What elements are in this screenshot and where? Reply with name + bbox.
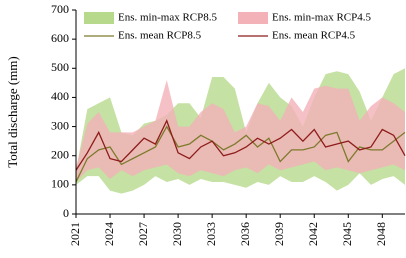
x-tick-label: 2042: [306, 222, 320, 246]
legend-label: Ens. min-max RCP4.5: [272, 12, 372, 24]
x-tick-label: 2048: [374, 222, 388, 246]
x-tick-label: 2039: [272, 222, 286, 246]
x-tick-label: 2021: [68, 222, 82, 246]
y-tick-label: 0: [63, 206, 69, 220]
y-tick-label: 100: [51, 177, 69, 191]
y-tick-label: 500: [51, 60, 69, 74]
legend-swatch: [84, 12, 114, 24]
x-tick-label: 2024: [102, 222, 116, 246]
x-tick-label: 2027: [136, 222, 150, 246]
mean-line: [75, 125, 406, 183]
y-tick-label: 300: [51, 118, 69, 132]
legend-label: Ens. mean RCP4.5: [272, 30, 356, 42]
y-tick-label: 200: [51, 147, 69, 161]
range-band: [76, 79, 405, 182]
legend-label: Ens. mean RCP8.5: [118, 30, 202, 42]
y-tick-label: 700: [51, 2, 69, 16]
x-tick-label: 2045: [340, 222, 354, 246]
y-tick-label: 600: [51, 31, 69, 45]
y-axis-label: Total discharge (mm): [5, 56, 20, 167]
x-tick-label: 2036: [238, 222, 252, 246]
x-tick-label: 2030: [170, 222, 184, 246]
mean-line: [75, 119, 406, 171]
legend-swatch: [238, 12, 268, 24]
legend-label: Ens. min-max RCP8.5: [118, 12, 218, 24]
x-tick-label: 2033: [204, 222, 218, 246]
y-tick-label: 400: [51, 89, 69, 103]
